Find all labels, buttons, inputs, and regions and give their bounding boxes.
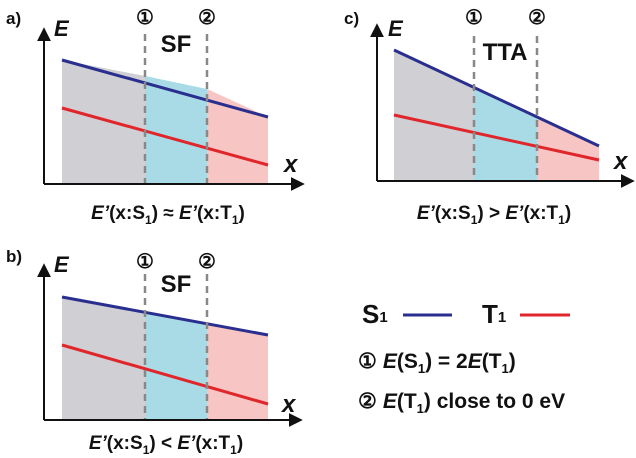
panel-a-region-between [145,76,207,184]
panel-c-caption: E’(x:S1) > E’(x:T1) [417,203,571,227]
caption-rhs: E’ [179,203,198,224]
caption-rhs-arg: (x:T [197,203,232,224]
condition-1-e1: E [383,350,398,373]
panel-b-s1-line [61,295,269,337]
caption-sub-2: 1 [558,213,565,227]
panel-a-y-axis-label: E [54,16,70,41]
caption-operator: > [484,203,506,224]
caption-close-1: ) [149,433,155,454]
panel-c-region-label: TTA [483,39,528,66]
panel-b-region-between [145,313,207,420]
panel-a-region-before [62,60,145,184]
caption-operator: < [156,433,178,454]
panel-b-caption: E’(x:S1) < E’(x:T1) [89,433,243,457]
legend-t1-sub: 1 [498,309,506,326]
caption-close-1: ) [477,203,483,224]
condition-1-marker: ① [358,350,377,373]
caption-operator: ≈ [158,203,179,224]
caption-lhs: E’ [89,433,108,454]
legend: S1 T1 ① E(S1) = 2E(T1) ② E(T1) close to 0 … [358,299,570,416]
panel-a-region-label: SF [161,31,192,58]
condition-1-sub2: 1 [502,361,509,376]
legend-s1-name: S [362,299,379,329]
panel-c-label: c) [344,9,359,28]
caption-sub-2: 1 [232,213,239,227]
panel-a-marker-2: ② [198,7,216,29]
panel-a-x-axis-label: x [282,151,299,178]
condition-2-end: ) close to 0 eV [424,390,565,413]
panel-c-x-axis-label: x [612,148,629,175]
caption-rhs-arg: (x:T [195,433,230,454]
legend-condition-2: ② E(T1) close to 0 eV [358,390,565,416]
caption-rhs-arg: (x:T [523,203,558,224]
panel-c-t1-line [393,113,600,162]
panel-b-x-axis-label: x [280,391,297,418]
panel-a-label: a) [6,9,21,28]
panel-a-marker-1: ① [136,7,154,29]
condition-1-arg1: (S [397,350,418,373]
condition-2-arg: (T [397,390,417,413]
condition-1-end: ) [509,350,516,373]
panel-a-s1-line [61,58,269,119]
caption-close-1: ) [152,203,158,224]
panel-b-label: b) [6,247,22,266]
caption-sub-1: 1 [143,443,150,457]
panel-b-region-after [207,325,268,420]
caption-lhs-arg: (x:S [109,203,145,224]
caption-sub-1: 1 [471,213,478,227]
caption-lhs: E’ [91,203,110,224]
caption-sub-1: 1 [145,213,152,227]
panel-c-s1-line [393,48,600,148]
panel-a-caption: E’(x:S1) ≈ E’(x:T1) [91,203,245,227]
caption-lhs-arg: (x:S [435,203,471,224]
condition-2-e: E [383,390,398,413]
caption-rhs: E’ [505,203,524,224]
legend-s1-label: S1 [362,299,388,329]
panel-c-region-before [394,50,474,181]
panel-b-marker-1: ① [136,251,154,273]
condition-2-marker: ② [358,390,377,413]
legend-condition-1: ① E(S1) = 2E(T1) [358,350,516,376]
panel-b-region-label: SF [161,271,192,298]
condition-1-e2: E [468,350,483,373]
panel-c-marker-2: ② [528,7,546,29]
caption-rhs: E’ [177,433,196,454]
condition-1-mid: ) = 2 [425,350,468,373]
panel-c: c) E x ① ② TTA E’(x:S1) > E’(x:T1) [344,7,635,227]
condition-2-sub: 1 [417,401,424,416]
panel-b-t1-line [61,343,269,406]
panel-a-t1-line [61,106,269,167]
condition-1-arg2: (T [482,350,502,373]
panel-b-region-before [62,297,145,420]
caption-lhs: E’ [417,203,436,224]
condition-1-sub1: 1 [418,361,425,376]
legend-t1-name: T [482,299,498,329]
panel-a: a) E x ① ② SF E’(x:S1) ≈ E’(x:T1) [6,7,305,227]
caption-close-2: ) [565,203,571,224]
panel-c-y-axis-label: E [388,16,404,41]
caption-close-2: ) [237,433,243,454]
panel-b-marker-2: ② [198,251,216,273]
panel-b-y-axis-label: E [54,252,70,277]
panel-c-region-between [474,89,537,181]
caption-sub-2: 1 [230,443,237,457]
caption-close-2: ) [239,203,245,224]
panel-c-region-after [537,118,599,181]
panel-b: b) E x ① ② SF E’(x:S1) < E’(x:T1) [6,247,303,457]
legend-s1-sub: 1 [379,309,387,326]
legend-t1-label: T1 [482,299,506,329]
panel-c-marker-1: ① [465,7,483,29]
caption-lhs-arg: (x:S [107,433,143,454]
